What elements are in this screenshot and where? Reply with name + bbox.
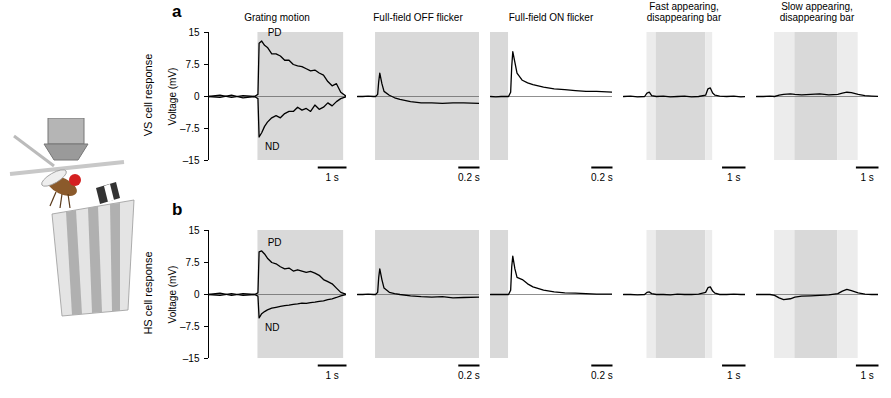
html-text:Fast appearing, disappearing b: Fast appearing, disappearing bar <box>646 1 722 23</box>
svg-text:15: 15 <box>188 225 200 236</box>
svg-text:ND: ND <box>265 141 279 152</box>
svg-text:0.2 s: 0.2 s <box>591 172 613 183</box>
html-text:Full-field ON flicker: Full-field ON flicker <box>508 12 594 23</box>
svg-text:Voltage (mV): Voltage (mV) <box>167 68 178 126</box>
svg-text:1 s: 1 s <box>861 370 874 381</box>
svg-text:0: 0 <box>194 289 200 300</box>
svg-text:15: 15 <box>188 27 200 38</box>
html-text:Grating motion: Grating motion <box>244 12 310 23</box>
html-text:VS cell response: VS cell response <box>142 53 154 137</box>
svg-text:PD: PD <box>268 27 282 38</box>
svg-text:1 s: 1 s <box>325 172 338 183</box>
svg-text:7.5: 7.5 <box>186 257 200 268</box>
html-text:b: b <box>172 200 183 219</box>
html-text:Full-field OFF flicker: Full-field OFF flicker <box>373 12 463 23</box>
svg-text:1 s: 1 s <box>325 370 338 381</box>
html-text:Slow appearing, disappearing b: Slow appearing, disappearing bar <box>779 1 855 23</box>
svg-text:–7.5: –7.5 <box>180 123 200 134</box>
svg-text:0.2 s: 0.2 s <box>458 370 480 381</box>
svg-text:7.5: 7.5 <box>186 59 200 70</box>
svg-text:–15: –15 <box>183 155 200 166</box>
svg-text:1 s: 1 s <box>727 172 740 183</box>
html-text:HS cell response: HS cell response <box>142 251 154 335</box>
svg-text:1 s: 1 s <box>861 172 874 183</box>
svg-text:0: 0 <box>194 91 200 102</box>
html-text:a: a <box>172 2 182 21</box>
svg-text:Voltage (mV): Voltage (mV) <box>167 266 178 324</box>
svg-text:1 s: 1 s <box>727 370 740 381</box>
svg-text:0.2 s: 0.2 s <box>458 172 480 183</box>
svg-text:–15: –15 <box>183 353 200 364</box>
svg-text:ND: ND <box>265 322 279 333</box>
svg-text:PD: PD <box>268 237 282 248</box>
svg-text:0.2 s: 0.2 s <box>591 370 613 381</box>
svg-text:–7.5: –7.5 <box>180 321 200 332</box>
